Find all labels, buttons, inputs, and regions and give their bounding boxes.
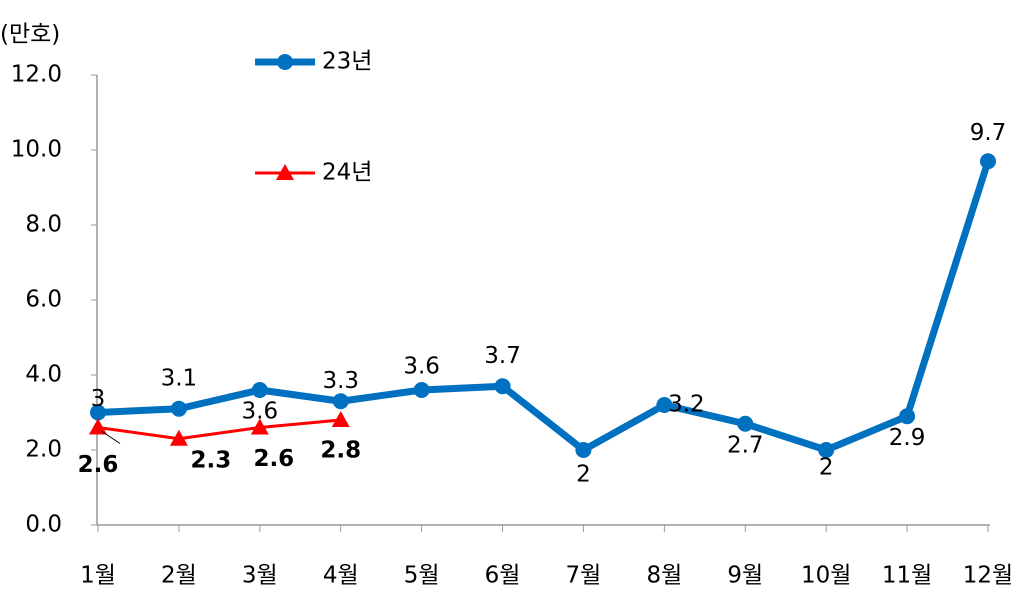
marker [737, 415, 754, 432]
data-label: 3.3 [322, 368, 359, 394]
data-label: 2.7 [727, 432, 764, 458]
legend-marker [277, 54, 293, 70]
x-tick-label: 4월 [323, 563, 359, 589]
data-label: 3.7 [484, 343, 521, 369]
data-label: 2.9 [889, 425, 926, 451]
marker [169, 429, 188, 446]
marker [250, 418, 269, 435]
y-tick-label: 12.0 [11, 62, 62, 88]
marker [575, 442, 592, 458]
marker [413, 382, 430, 398]
y-tick-label: 4.0 [25, 362, 62, 388]
marker [980, 153, 996, 170]
marker [89, 418, 107, 435]
data-label: 9.7 [970, 120, 1007, 146]
x-tick-label: 9월 [727, 563, 763, 589]
marker [170, 400, 187, 417]
marker [818, 442, 835, 458]
legend-marker [276, 164, 294, 180]
series-line [97, 160, 992, 454]
data-label: 2 [576, 462, 591, 488]
x-tick-label: 11월 [882, 563, 932, 589]
data-label: 2 [819, 455, 834, 481]
series-line [97, 418, 341, 441]
y-tick-label: 6.0 [25, 287, 62, 313]
legend-label: 24년 [322, 160, 372, 186]
data-label: 3.6 [403, 354, 440, 380]
x-tick-label: 10월 [801, 563, 851, 589]
marker [494, 378, 511, 395]
y-tick-label: 10.0 [11, 137, 62, 163]
x-tick-label: 6월 [485, 563, 521, 589]
marker [331, 411, 350, 427]
data-label: 2.8 [320, 438, 361, 464]
data-label: 3.2 [668, 392, 705, 418]
x-tick-label: 7월 [566, 563, 602, 589]
y-tick-label: 0.0 [25, 512, 62, 538]
x-tick-label: 2월 [161, 563, 197, 589]
legend-label: 23년 [322, 49, 372, 75]
marker [251, 382, 268, 398]
data-label: 2.3 [191, 447, 232, 473]
data-label: 2.6 [253, 446, 294, 472]
y-tick-label: 8.0 [25, 212, 62, 238]
data-label: 3.1 [161, 365, 198, 391]
marker [656, 397, 673, 413]
marker [90, 404, 106, 421]
x-tick-label: 5월 [404, 563, 440, 589]
y-axis-label: (만호) [0, 22, 60, 48]
leader-line [101, 431, 121, 444]
x-tick-label: 1월 [80, 563, 116, 589]
data-label: 2.6 [78, 452, 119, 478]
x-tick-label: 8월 [646, 563, 682, 589]
data-label: 3 [91, 386, 106, 412]
x-tick-label: 12월 [963, 563, 1013, 589]
marker [899, 408, 916, 425]
y-tick-label: 2.0 [25, 437, 62, 463]
x-tick-label: 3월 [242, 563, 278, 589]
marker [332, 393, 349, 410]
